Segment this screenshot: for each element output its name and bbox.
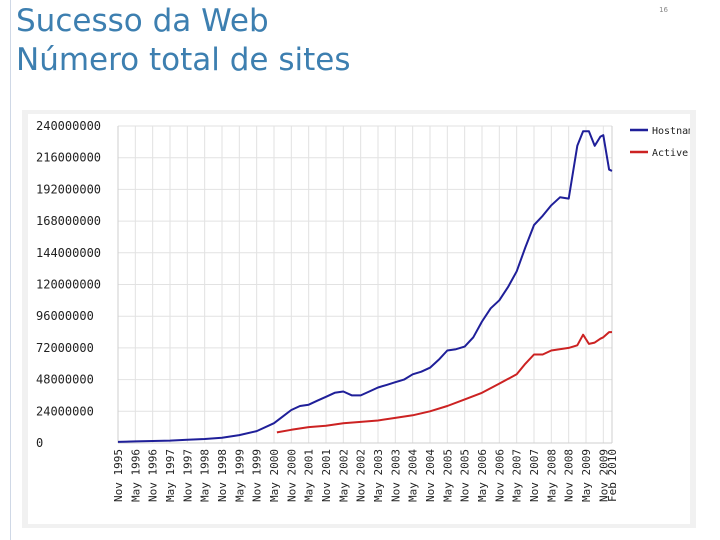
x-tick-label: May 2009 — [580, 449, 593, 502]
x-tick-label: Nov 2003 — [389, 449, 402, 502]
hostnames-chart: 0 24000000 48000000 72000000 96000000 1200000… — [36, 119, 706, 502]
chart-panel: 0 24000000 48000000 72000000 96000000 1200000… — [28, 114, 706, 524]
legend-label-hostnames: Hostnames — [652, 126, 690, 137]
chart-frame: 0 24000000 48000000 72000000 96000000 1200000… — [22, 110, 706, 528]
x-tick-label: May 2003 — [372, 449, 385, 502]
y-tick-label: 0 — [36, 436, 43, 450]
y-tick-label: 120000000 — [36, 278, 101, 292]
slide-title: Sucesso da Web Número total de sites — [16, 2, 350, 80]
x-tick-label: Nov 2009 — [597, 449, 610, 502]
grid-layer — [117, 125, 613, 444]
legend-label-active: Active — [652, 148, 688, 159]
legend: Hostnames Active — [630, 126, 706, 159]
x-tick-label: Nov 2005 — [459, 449, 472, 502]
slide-number: 16 — [659, 6, 668, 14]
x-tick-label: Nov 1999 — [251, 449, 264, 502]
x-tick-label: Nov 1996 — [147, 449, 160, 502]
series-layer — [117, 130, 613, 443]
x-tick-label: May 2006 — [476, 449, 489, 502]
x-tick-label: Nov 2007 — [528, 449, 541, 502]
slide-left-rule — [10, 0, 11, 540]
y-tick-label: 168000000 — [36, 214, 101, 228]
x-tick-label: May 1998 — [199, 449, 212, 502]
x-tick-label: Nov 2001 — [320, 449, 333, 502]
x-tick-label: Nov 2000 — [285, 449, 298, 502]
x-tick-label: Nov 1998 — [216, 449, 229, 502]
y-tick-label: 72000000 — [36, 341, 94, 355]
series-line-active — [276, 331, 612, 434]
x-tick-label: May 2005 — [441, 449, 454, 502]
x-tick-label: Nov 2002 — [355, 449, 368, 502]
x-tick-label: May 2000 — [268, 449, 281, 502]
axis-layer: 0 24000000 48000000 72000000 96000000 1200000… — [36, 119, 619, 502]
y-tick-label: 48000000 — [36, 373, 94, 387]
x-tick-label: May 1997 — [164, 449, 177, 502]
series-line-hostnames — [117, 130, 613, 443]
x-tick-label: May 2001 — [303, 449, 316, 502]
x-tick-label: Nov 2006 — [493, 449, 506, 502]
slide-title-line-2: Número total de sites — [16, 42, 351, 78]
x-tick-label: May 2007 — [511, 449, 524, 502]
x-tick-label: Nov 2008 — [563, 449, 576, 502]
y-tick-label: 240000000 — [36, 119, 101, 133]
slide-title-line-1: Sucesso da Web — [16, 3, 269, 39]
x-tick-label: May 2008 — [545, 449, 558, 502]
x-tick-label: May 1996 — [129, 449, 142, 502]
y-tick-label: 24000000 — [36, 404, 94, 418]
x-tick-label: May 2004 — [407, 449, 420, 502]
y-tick-label: 192000000 — [36, 182, 101, 196]
x-tick-label: Nov 1995 — [112, 449, 125, 502]
x-tick-label: Nov 2004 — [424, 449, 437, 502]
x-tick-label: Feb 2010 — [606, 449, 619, 502]
x-tick-label: Nov 1997 — [181, 449, 194, 502]
y-tick-label: 96000000 — [36, 309, 94, 323]
y-tick-label: 144000000 — [36, 246, 101, 260]
y-tick-label: 216000000 — [36, 151, 101, 165]
x-tick-label: May 2002 — [337, 449, 350, 502]
x-tick-label: May 1999 — [233, 449, 246, 502]
